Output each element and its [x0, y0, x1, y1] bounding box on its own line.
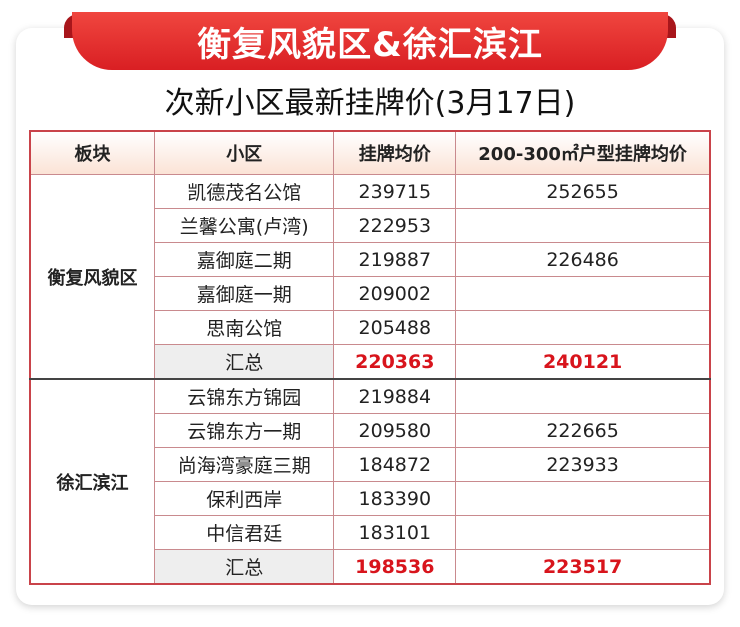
community-cell: 云锦东方锦园	[154, 378, 335, 414]
community-cell: 嘉御庭一期	[154, 276, 335, 311]
summary-avg-price: 220363	[333, 344, 457, 380]
table-row: 嘉御庭二期 219887 226486	[30, 242, 711, 277]
avg-price-200-300-cell	[455, 276, 711, 311]
table-row: 嘉御庭一期 209002	[30, 276, 711, 311]
summary-avg-price-200-300: 223517	[455, 549, 711, 585]
header-avg-price-200-300: 200-300㎡户型挂牌均价	[455, 130, 711, 175]
banner-title: 衡复风貌区&徐汇滨江	[72, 12, 668, 70]
avg-price-cell: 219884	[333, 378, 457, 414]
table-row: 徐汇滨江 云锦东方锦园 219884	[29, 378, 711, 585]
table-row: 中信君廷 183101	[30, 515, 711, 550]
avg-price-200-300-cell: 222665	[455, 413, 711, 448]
summary-avg-price: 198536	[333, 549, 457, 585]
avg-price-cell: 209002	[333, 276, 457, 311]
table-row: 云锦东方一期 209580 222665	[30, 413, 711, 448]
avg-price-cell: 209580	[333, 413, 457, 448]
avg-price-cell: 183390	[333, 481, 457, 516]
community-cell: 中信君廷	[154, 515, 335, 550]
avg-price-200-300-cell	[455, 310, 711, 345]
summary-avg-price-200-300: 240121	[455, 344, 711, 380]
header-avg-price: 挂牌均价	[333, 130, 457, 175]
block-cell: 衡复风貌区	[29, 174, 156, 380]
avg-price-cell: 183101	[333, 515, 457, 550]
table-row: 兰馨公寓(卢湾) 222953	[30, 208, 711, 243]
avg-price-cell: 219887	[333, 242, 457, 277]
block-cell: 徐汇滨江	[29, 378, 156, 585]
table-row: 衡复风貌区 凯德茂名公馆 239715 252655	[29, 174, 711, 380]
avg-price-200-300-cell: 252655	[455, 174, 711, 209]
community-cell: 尚海湾豪庭三期	[154, 447, 335, 482]
avg-price-cell: 205488	[333, 310, 457, 345]
header-row: 板块 小区 挂牌均价 200-300㎡户型挂牌均价	[29, 130, 711, 175]
avg-price-cell: 222953	[333, 208, 457, 243]
summary-row: 汇总 220363 240121	[30, 344, 711, 380]
community-cell: 兰馨公寓(卢湾)	[154, 208, 335, 243]
avg-price-200-300-cell	[455, 208, 711, 243]
avg-price-200-300-cell: 223933	[455, 447, 711, 482]
community-cell: 嘉御庭二期	[154, 242, 335, 277]
avg-price-200-300-cell: 226486	[455, 242, 711, 277]
summary-label: 汇总	[154, 344, 335, 380]
summary-row: 汇总 198536 223517	[30, 549, 711, 585]
avg-price-cell: 184872	[333, 447, 457, 482]
avg-price-cell: 239715	[333, 174, 457, 209]
table-row: 思南公馆 205488	[30, 310, 711, 345]
table-row: 保利西岸 183390	[30, 481, 711, 516]
subtitle: 次新小区最新挂牌价(3月17日)	[164, 86, 576, 121]
community-cell: 保利西岸	[154, 481, 335, 516]
summary-label: 汇总	[154, 549, 335, 585]
avg-price-200-300-cell	[455, 481, 711, 516]
table-row: 尚海湾豪庭三期 184872 223933	[30, 447, 711, 482]
avg-price-200-300-cell	[455, 378, 711, 414]
avg-price-200-300-cell	[455, 515, 711, 550]
header-community: 小区	[154, 130, 335, 175]
community-cell: 凯德茂名公馆	[154, 174, 335, 209]
community-cell: 云锦东方一期	[154, 413, 335, 448]
community-cell: 思南公馆	[154, 310, 335, 345]
header-block: 板块	[29, 130, 156, 175]
price-table: 板块 小区 挂牌均价 200-300㎡户型挂牌均价 衡复风貌区 凯德茂名公馆 239…	[29, 130, 711, 585]
